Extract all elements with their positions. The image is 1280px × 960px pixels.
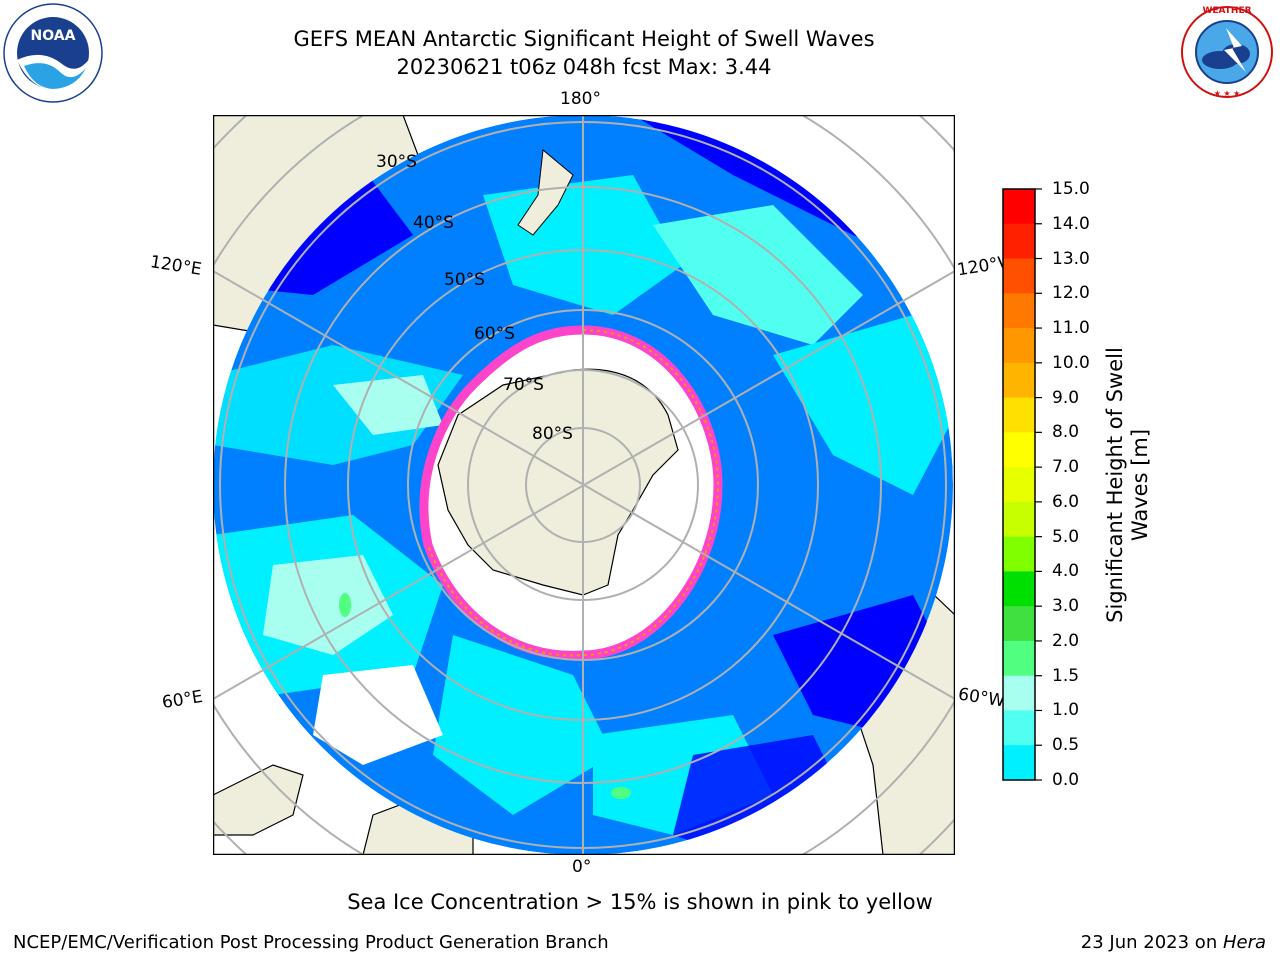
graticule [213, 115, 955, 855]
colorbar-tick-label: 6.0 [1052, 491, 1080, 512]
footer-date-text: 23 Jun 2023 on [1080, 932, 1223, 953]
colorbar-swatch [1003, 432, 1035, 468]
colorbar-swatch [1003, 640, 1035, 677]
colorbar [1002, 188, 1042, 781]
svg-text:NOAA: NOAA [31, 28, 76, 44]
colorbar-tick-label: 9.0 [1052, 387, 1080, 408]
lon-label-120e: 120°E [148, 252, 203, 280]
lat-label-30s: 30°S [376, 152, 417, 172]
colorbar-swatch [1003, 293, 1035, 329]
colorbar-tick-label: 1.0 [1052, 700, 1080, 721]
lon-label-60w: 60°W [956, 684, 1007, 712]
sea-ice-note: Sea Ice Concentration > 15% is shown in … [347, 890, 933, 914]
africa-land [213, 764, 304, 836]
colorbar-tick-label: 12.0 [1052, 283, 1090, 304]
colorbar-label: Significant Height of Swell Waves [m] [1103, 347, 1152, 623]
map-frame [213, 115, 955, 855]
colorbar-swatch [1003, 467, 1035, 503]
footer-host: Hera [1222, 932, 1266, 953]
colorbar-swatch [1003, 328, 1035, 364]
footer-credit: NCEP/EMC/Verification Post Processing Pr… [13, 932, 609, 953]
colorbar-swatch [1003, 571, 1035, 607]
colorbar-tick-label: 14.0 [1052, 213, 1090, 234]
colorbar-tick-label: 0.5 [1052, 735, 1080, 756]
nws-logo-icon: WEATHER ★ ★ ★ [1181, 6, 1273, 98]
colorbar-swatch [1003, 258, 1035, 294]
colorbar-swatch [1003, 223, 1035, 260]
colorbar-tick-label: 11.0 [1052, 318, 1090, 339]
lon-label-60e: 60°E [160, 686, 205, 714]
lat-label-70s: 70°S [503, 375, 544, 395]
polar-map [213, 115, 955, 855]
colorbar-swatch [1003, 606, 1035, 642]
footer-date: 23 Jun 2023 on Hera [1081, 932, 1266, 953]
lat-label-40s: 40°S [413, 213, 454, 233]
lon-label-180: 180° [560, 89, 601, 109]
colorbar-tick-label: 5.0 [1052, 526, 1080, 547]
colorbar-swatch [1003, 675, 1035, 711]
colorbar-tick-label: 15.0 [1052, 179, 1090, 199]
colorbar-tick-label: 3.0 [1052, 596, 1080, 617]
svg-text:★ ★ ★: ★ ★ ★ [1214, 89, 1241, 98]
lat-label-60s: 60°S [474, 324, 515, 344]
new-zealand-land [517, 149, 574, 236]
colorbar-tick-label: 7.0 [1052, 457, 1080, 478]
colorbar-tick-label: 4.0 [1052, 561, 1080, 582]
svg-text:WEATHER: WEATHER [1202, 6, 1251, 16]
colorbar-swatch [1003, 536, 1035, 572]
title-line-2: 20230621 t06z 048h fcst Max: 3.44 [396, 55, 772, 79]
colorbar-swatch [1003, 710, 1035, 746]
lat-label-80s: 80°S [532, 424, 573, 444]
lon-label-0: 0° [572, 857, 592, 877]
noaa-logo-icon: NOAA [3, 3, 103, 103]
colorbar-swatch [1003, 501, 1035, 538]
colorbar-swatch [1003, 397, 1035, 433]
colorbar-tick-label: 10.0 [1052, 352, 1090, 373]
title-line-1: GEFS MEAN Antarctic Significant Height o… [293, 27, 875, 51]
colorbar-tick-label: 1.5 [1052, 665, 1080, 686]
colorbar-tick-label: 0.0 [1052, 770, 1080, 790]
colorbar-swatch [1003, 362, 1035, 399]
colorbar-tick-label: 8.0 [1052, 422, 1080, 443]
lat-label-50s: 50°S [444, 270, 485, 290]
colorbar-swatch [1003, 189, 1035, 225]
colorbar-swatch [1003, 745, 1035, 781]
colorbar-tick-label: 2.0 [1052, 630, 1080, 651]
colorbar-tick-label: 13.0 [1052, 248, 1090, 269]
antarctica-land [437, 368, 679, 596]
